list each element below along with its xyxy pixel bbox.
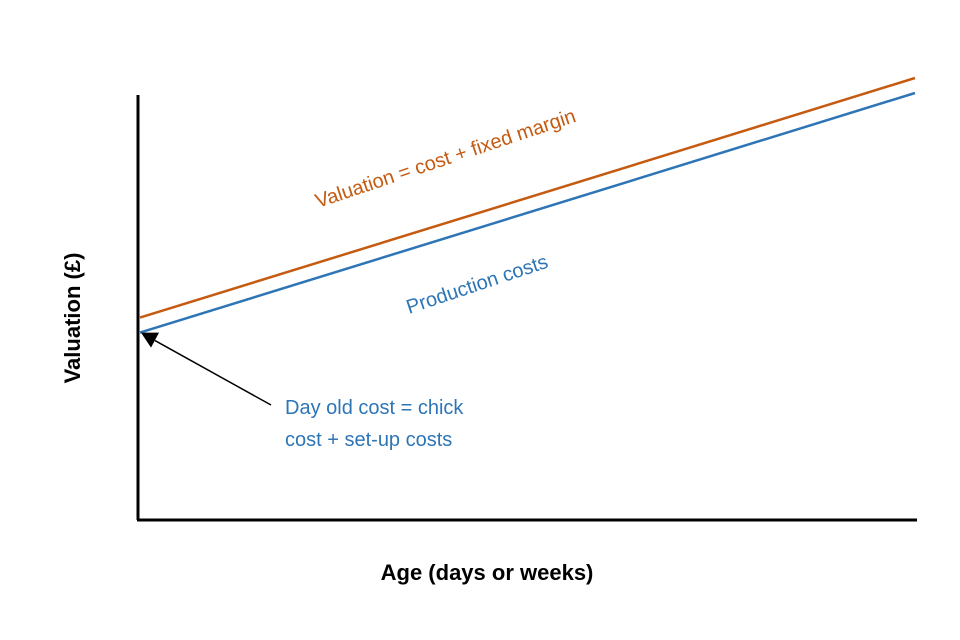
arrow-head-icon — [141, 332, 159, 348]
y-axis-label: Valuation (£) — [60, 253, 85, 384]
annotation-line-1: Day old cost = chick — [285, 397, 464, 419]
series-label-production-costs: Production costs — [404, 251, 551, 319]
annotation-arrow — [154, 339, 272, 406]
annotation-line-2: cost + set-up costs — [285, 429, 452, 451]
annotation: Day old cost = chick cost + set-up costs — [141, 332, 464, 451]
series-line-production-costs — [139, 91, 916, 334]
x-axis-label: Age (days or weeks) — [381, 560, 594, 585]
series-label-valuation: Valuation = cost + fixed margin — [313, 105, 579, 213]
series-line-valuation — [139, 76, 916, 319]
plot-area — [139, 76, 916, 334]
